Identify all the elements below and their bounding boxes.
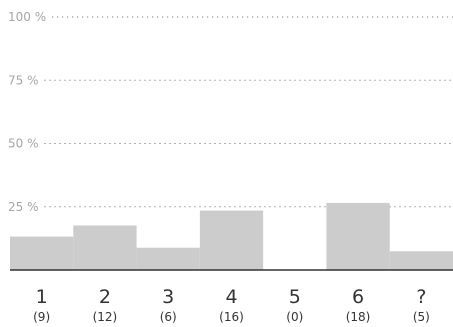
x-category-label: 5 (289, 286, 301, 308)
bar (136, 247, 200, 270)
category-label-layer: 1 (9) 2 (12) 3 (6) 4 (16) 5 (0) 6 (18)? (5) (33, 286, 430, 324)
bar (10, 236, 74, 270)
x-count-label: (12) (93, 310, 118, 324)
x-category-label: 3 (162, 286, 174, 308)
x-category-label: ? (416, 286, 426, 308)
x-count-label: (5) (413, 310, 430, 324)
bar (73, 225, 137, 270)
bar (389, 251, 453, 270)
x-category-label: 2 (99, 286, 111, 308)
x-count-label: (0) (286, 310, 303, 324)
x-count-label: (9) (33, 310, 50, 324)
x-count-label: (16) (219, 310, 244, 324)
y-tick-label: 75 % (8, 73, 39, 87)
x-count-label: (18) (346, 310, 371, 324)
x-count-label: (6) (160, 310, 177, 324)
bar-layer (10, 202, 453, 270)
bar (326, 202, 390, 270)
y-tick-label: 100 % (8, 10, 46, 24)
grid-layer: 25 % 50 % 75 % 100 % (8, 10, 453, 214)
x-category-label: 1 (36, 286, 48, 308)
y-tick-label: 50 % (8, 137, 39, 151)
y-tick-label: 25 % (8, 200, 39, 214)
bar (199, 210, 264, 270)
x-category-label: 6 (352, 286, 364, 308)
x-category-label: 4 (225, 286, 237, 308)
